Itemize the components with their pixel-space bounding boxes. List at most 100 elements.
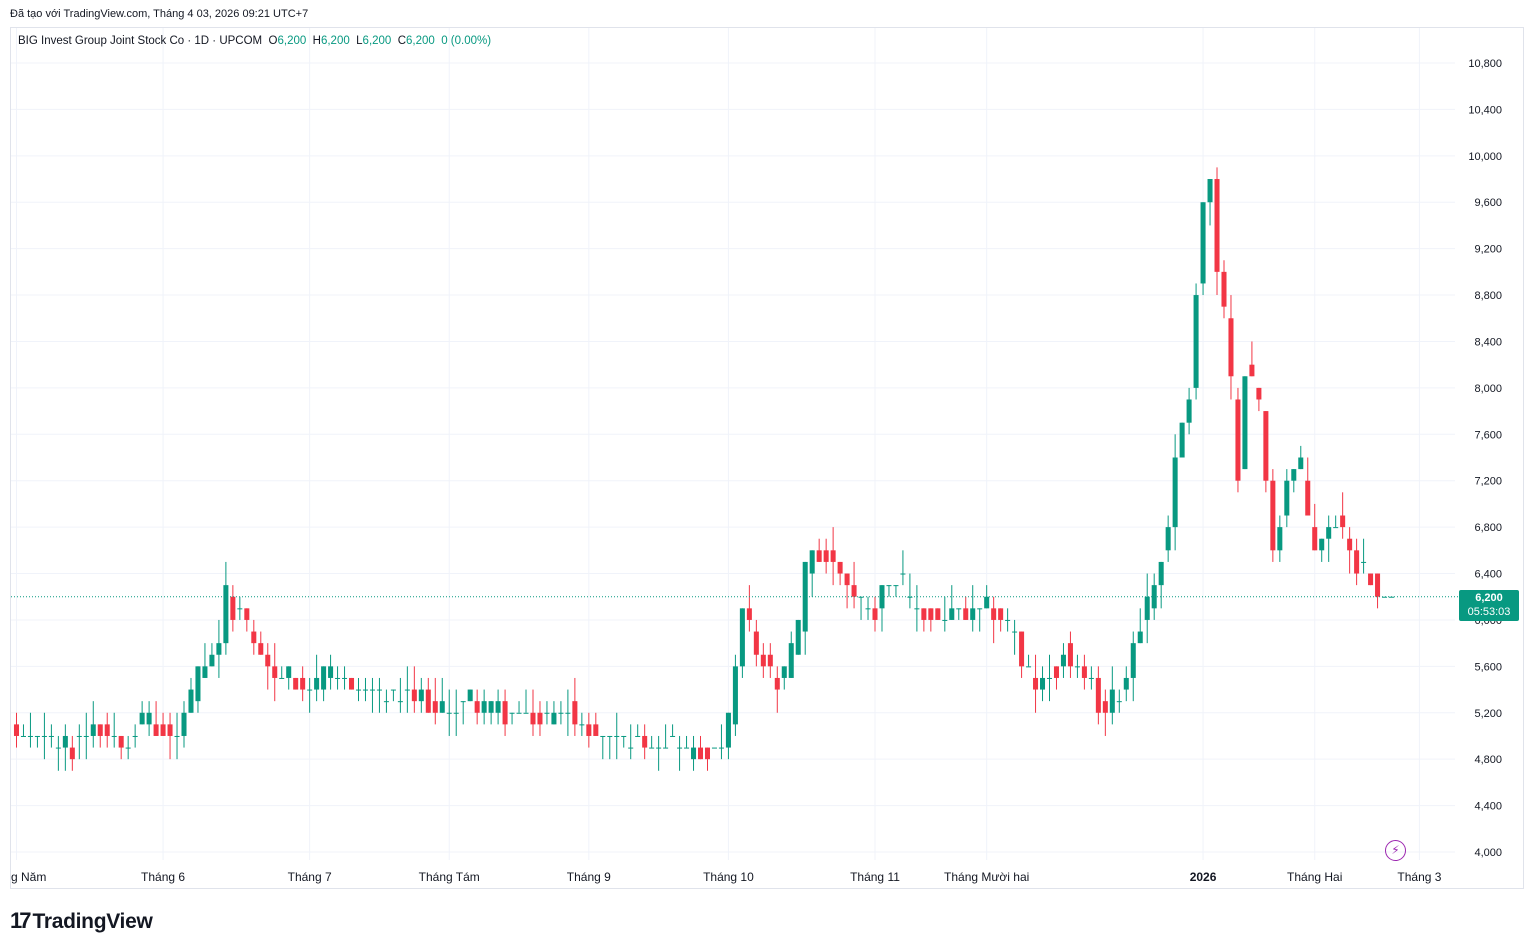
candle-body — [279, 677, 285, 679]
x-tick-label: Tháng 6 — [141, 870, 185, 884]
x-tick-label: Tháng Hai — [1287, 870, 1342, 884]
tradingview-logo-mark: 17 — [10, 908, 32, 933]
candle-body — [1158, 561, 1164, 586]
legend-open-label: O — [268, 35, 278, 47]
x-tick-label: Tháng 3 — [1397, 870, 1441, 884]
candle-body — [935, 608, 941, 620]
candle-body — [1040, 677, 1046, 690]
candle-body — [970, 608, 976, 620]
y-tick-label: 4,400 — [1474, 801, 1502, 813]
candle-body — [872, 608, 878, 620]
candle-body — [537, 712, 543, 725]
y-tick-label: 10,400 — [1468, 104, 1502, 116]
candle-body — [844, 573, 850, 586]
candle-body — [1026, 666, 1032, 668]
x-tick-label: Tháng 9 — [567, 870, 611, 884]
candle-body — [865, 608, 871, 610]
candle-body — [48, 735, 54, 737]
candle-body — [635, 735, 641, 737]
candle-body — [1060, 654, 1066, 667]
candle-body — [1228, 318, 1234, 377]
candle-body — [118, 735, 124, 748]
candle-body — [139, 712, 145, 725]
candle-body — [446, 712, 452, 714]
candle-body — [697, 747, 704, 760]
candle-body — [69, 747, 75, 760]
candle-body — [432, 701, 438, 713]
candle-body — [13, 724, 20, 736]
candle-body — [1200, 202, 1206, 284]
candle-body — [160, 724, 166, 736]
symbol-legend: BIG Invest Group Joint Stock Co · 1D · U… — [18, 35, 491, 47]
candle-body — [1074, 666, 1080, 668]
candle-body — [809, 550, 815, 574]
candle-body — [286, 666, 292, 678]
candle-body — [1081, 666, 1087, 678]
candle-body — [460, 701, 466, 703]
candle-body — [418, 689, 424, 702]
candle-body — [802, 561, 808, 632]
candle-body — [1270, 480, 1276, 551]
candle-body — [488, 701, 494, 713]
candle-body — [1116, 701, 1122, 703]
candle-body — [732, 666, 738, 725]
candle-body — [328, 666, 334, 678]
chart-frame — [10, 27, 1524, 889]
candle-body — [579, 724, 585, 726]
candle-body — [907, 596, 913, 598]
candle-body — [607, 735, 613, 737]
candle-body — [963, 608, 969, 620]
candle-body — [1277, 527, 1283, 551]
candle-body — [383, 701, 389, 703]
candle-body — [20, 735, 26, 737]
candle-body — [788, 643, 794, 678]
candle-body — [1375, 573, 1381, 597]
candle-body — [558, 712, 564, 714]
candle-body — [369, 689, 375, 691]
candle-body — [593, 724, 599, 736]
y-tick-label: 6,800 — [1474, 522, 1502, 534]
candle-body — [502, 701, 508, 725]
candle-body — [753, 631, 759, 655]
candle-body — [76, 735, 82, 737]
candle-body — [837, 561, 843, 574]
candle-body — [258, 643, 264, 655]
y-tick-label: 4,000 — [1474, 847, 1502, 859]
candle-body — [858, 596, 864, 598]
candle-body — [614, 735, 620, 737]
legend-high-value: 6,200 — [320, 35, 350, 47]
candle-body — [767, 654, 773, 667]
candle-body — [1319, 538, 1325, 551]
candle-body — [209, 654, 215, 667]
candle-body — [823, 550, 829, 562]
candle-body — [886, 585, 892, 587]
candle-body — [739, 608, 745, 667]
lightning-icon[interactable]: ⚡ — [1385, 840, 1406, 861]
candle-body — [376, 689, 382, 691]
tradingview-wordmark: TradingView — [32, 910, 153, 933]
candle-body — [223, 585, 229, 644]
candle-body — [321, 666, 327, 690]
y-tick-label: 8,800 — [1474, 290, 1502, 302]
legend-close-label: C — [397, 35, 407, 47]
candle-body — [530, 712, 536, 725]
candle-body — [1067, 643, 1073, 667]
candle-body — [649, 747, 655, 749]
candle-body — [300, 677, 306, 690]
candle-body — [586, 724, 592, 736]
candle-body — [97, 724, 103, 736]
x-tick-label: Tháng 7 — [288, 870, 332, 884]
candle-body — [55, 747, 61, 749]
candle-body — [851, 585, 857, 597]
candle-body — [1165, 527, 1171, 551]
candle-body — [516, 712, 522, 714]
candle-body — [642, 735, 648, 748]
candle-body — [1249, 364, 1255, 377]
candle-body — [167, 724, 173, 736]
legend-low-value: 6,200 — [362, 35, 392, 47]
candle-body — [656, 747, 662, 749]
candle-body — [355, 689, 362, 691]
candle-body — [237, 608, 243, 610]
y-tick-label: 10,800 — [1468, 58, 1502, 70]
